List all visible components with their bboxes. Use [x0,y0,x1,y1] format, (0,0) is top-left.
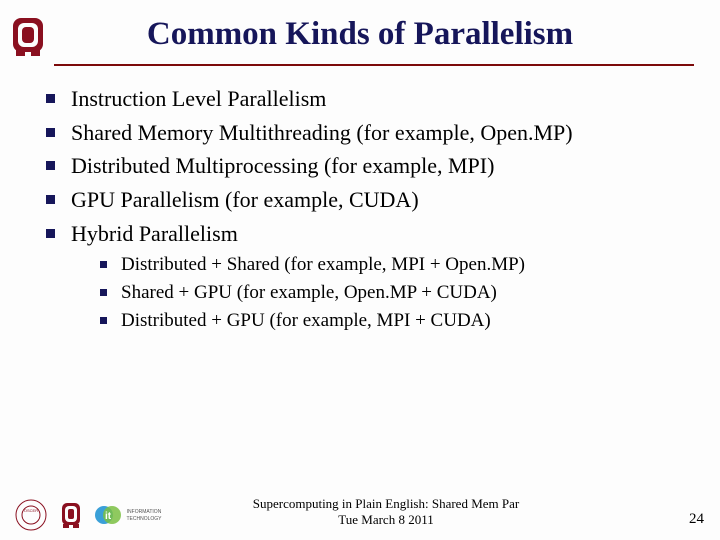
bullet-icon [46,128,55,137]
list-item-text: Shared + GPU (for example, Open.MP + CUD… [121,280,497,306]
bullet-icon [46,161,55,170]
list-item-text: GPU Parallelism (for example, CUDA) [71,185,419,215]
list-item-text: Shared Memory Multithreading (for exampl… [71,118,573,148]
list-item-text: Hybrid Parallelism [71,219,238,249]
list-item: Instruction Level Parallelism [46,84,690,114]
ou-logo-icon [6,14,50,58]
list-item-text: Distributed + GPU (for example, MPI + CU… [121,308,491,334]
footer-line1: Supercomputing in Plain English: Shared … [52,496,720,512]
list-item-text: Distributed Multiprocessing (for example… [71,151,494,181]
bullet-icon [100,261,107,268]
sub-bullet-list: Distributed + Shared (for example, MPI +… [100,252,690,333]
list-item-text: Distributed + Shared (for example, MPI +… [121,252,525,278]
oscer-logo-icon: OSCER [14,498,48,532]
list-item-text: Instruction Level Parallelism [71,84,326,114]
bullet-icon [46,195,55,204]
list-item: Distributed + Shared (for example, MPI +… [100,252,690,278]
bullet-icon [100,289,107,296]
list-item: Shared + GPU (for example, Open.MP + CUD… [100,280,690,306]
footer: OSCER it INFORMATION TECHNOLO [0,496,720,533]
footer-text: Supercomputing in Plain English: Shared … [52,496,720,533]
bullet-icon [100,317,107,324]
slide-title: Common Kinds of Parallelism [50,16,700,53]
content-area: Instruction Level Parallelism Shared Mem… [0,66,720,333]
list-item: Distributed + GPU (for example, MPI + CU… [100,308,690,334]
footer-line2: Tue March 8 2011 [52,512,720,528]
slide: Common Kinds of Parallelism Instruction … [0,0,720,540]
page-number: 24 [689,511,704,528]
bullet-icon [46,229,55,238]
list-item: Shared Memory Multithreading (for exampl… [46,118,690,148]
list-item: Hybrid Parallelism [46,219,690,249]
svg-text:OSCER: OSCER [24,508,38,513]
list-item: Distributed Multiprocessing (for example… [46,151,690,181]
bullet-list: Instruction Level Parallelism Shared Mem… [46,84,690,248]
header-row: Common Kinds of Parallelism [0,0,720,58]
bullet-icon [46,94,55,103]
list-item: GPU Parallelism (for example, CUDA) [46,185,690,215]
